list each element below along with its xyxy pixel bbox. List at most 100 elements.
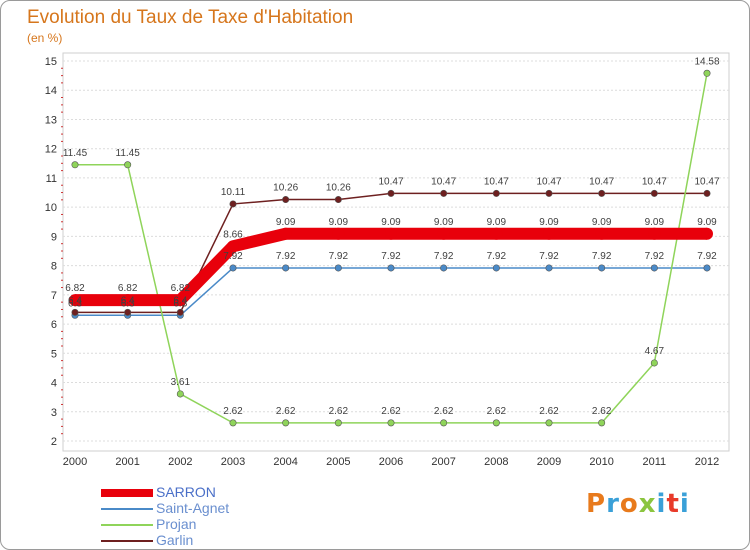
y-tick-label: 2 bbox=[51, 436, 57, 448]
y-tick-label: 15 bbox=[45, 56, 57, 68]
data-label: 6.3 bbox=[173, 298, 187, 309]
data-point bbox=[229, 200, 237, 208]
data-label: 7.92 bbox=[276, 251, 296, 262]
data-label: 6.4 bbox=[173, 295, 187, 306]
legend-swatch bbox=[101, 508, 153, 510]
data-point bbox=[545, 264, 553, 272]
data-point bbox=[545, 189, 553, 197]
legend-label: Garlin bbox=[156, 532, 194, 548]
data-label: 10.47 bbox=[589, 176, 614, 187]
data-label: 6.82 bbox=[171, 283, 191, 294]
data-label: 9.09 bbox=[645, 217, 665, 228]
x-tick-label: 2007 bbox=[431, 456, 455, 468]
y-tick-label: 10 bbox=[45, 202, 57, 214]
data-label: 6.4 bbox=[68, 295, 82, 306]
data-point bbox=[279, 227, 292, 240]
y-tick-label: 11 bbox=[46, 173, 57, 185]
data-label: 2.62 bbox=[276, 406, 296, 417]
data-point bbox=[703, 264, 711, 272]
data-label: 6.3 bbox=[68, 298, 82, 309]
logo-letter: r bbox=[606, 489, 620, 519]
data-label: 7.92 bbox=[381, 251, 401, 262]
data-point bbox=[492, 189, 500, 197]
proxiti-logo: Proxiti bbox=[586, 489, 690, 519]
data-label: 7.92 bbox=[223, 251, 243, 262]
data-label: 7.92 bbox=[434, 251, 454, 262]
data-point bbox=[124, 161, 132, 169]
data-label: 2.62 bbox=[539, 406, 559, 417]
data-label: 9.09 bbox=[487, 217, 507, 228]
data-point bbox=[229, 419, 237, 427]
data-label: 2.62 bbox=[223, 406, 243, 417]
data-point bbox=[492, 264, 500, 272]
data-point bbox=[598, 264, 606, 272]
data-label: 11.45 bbox=[116, 148, 141, 159]
data-label: 9.09 bbox=[592, 217, 612, 228]
y-tick-label: 7 bbox=[51, 290, 57, 302]
data-point bbox=[282, 196, 290, 204]
data-label: 10.11 bbox=[221, 187, 246, 198]
x-tick-label: 2001 bbox=[115, 456, 139, 468]
data-point bbox=[71, 161, 79, 169]
data-point bbox=[650, 264, 658, 272]
legend-label: Projan bbox=[156, 516, 197, 532]
data-label: 10.47 bbox=[536, 176, 561, 187]
data-point bbox=[229, 264, 237, 272]
data-label: 9.09 bbox=[539, 217, 559, 228]
data-label: 2.62 bbox=[487, 406, 507, 417]
data-point bbox=[282, 264, 290, 272]
logo-letter: i bbox=[656, 489, 667, 519]
data-point bbox=[174, 294, 187, 307]
data-point bbox=[703, 69, 711, 77]
data-point bbox=[598, 189, 606, 197]
legend-swatch bbox=[101, 489, 153, 497]
data-label: 10.47 bbox=[484, 176, 509, 187]
data-point bbox=[176, 390, 184, 398]
data-label: 9.09 bbox=[276, 217, 296, 228]
x-tick-label: 2008 bbox=[484, 456, 508, 468]
data-point bbox=[385, 227, 397, 240]
data-point bbox=[490, 227, 503, 240]
data-point bbox=[440, 419, 448, 427]
data-point bbox=[440, 189, 448, 197]
data-point bbox=[437, 227, 450, 240]
logo-letter: i bbox=[679, 489, 690, 519]
x-tick-label: 2002 bbox=[168, 456, 192, 468]
data-label: 10.26 bbox=[326, 183, 351, 194]
data-label: 10.47 bbox=[694, 176, 719, 187]
data-point bbox=[71, 308, 79, 316]
data-point bbox=[176, 308, 184, 316]
data-point bbox=[69, 294, 81, 307]
data-point bbox=[387, 264, 395, 272]
data-label: 8.66 bbox=[223, 229, 243, 240]
data-label: 9.09 bbox=[381, 217, 401, 228]
x-tick-label: 2006 bbox=[379, 456, 403, 468]
data-point bbox=[650, 359, 658, 367]
data-label: 10.47 bbox=[642, 176, 667, 187]
data-point bbox=[492, 419, 500, 427]
data-label: 10.26 bbox=[273, 183, 298, 194]
data-label: 2.62 bbox=[381, 406, 401, 417]
data-label: 2.62 bbox=[592, 406, 612, 417]
data-label: 6.82 bbox=[65, 283, 85, 294]
data-point bbox=[334, 264, 342, 272]
data-point bbox=[387, 419, 395, 427]
data-point bbox=[124, 308, 132, 316]
legend-label: Saint-Agnet bbox=[156, 500, 230, 516]
data-label: 7.92 bbox=[697, 251, 717, 262]
y-tick-label: 6 bbox=[51, 319, 57, 331]
data-label: 10.47 bbox=[378, 176, 403, 187]
logo-letter: P bbox=[586, 489, 607, 519]
data-label: 9.09 bbox=[697, 217, 717, 228]
data-label: 6.3 bbox=[121, 298, 135, 309]
data-label: 7.92 bbox=[329, 251, 349, 262]
data-label: 11.45 bbox=[63, 148, 88, 159]
data-label: 7.92 bbox=[539, 251, 559, 262]
data-label: 3.61 bbox=[171, 377, 191, 388]
x-tick-label: 2005 bbox=[326, 456, 350, 468]
data-point bbox=[227, 240, 239, 253]
x-tick-label: 2011 bbox=[643, 456, 667, 468]
data-point bbox=[650, 189, 658, 197]
